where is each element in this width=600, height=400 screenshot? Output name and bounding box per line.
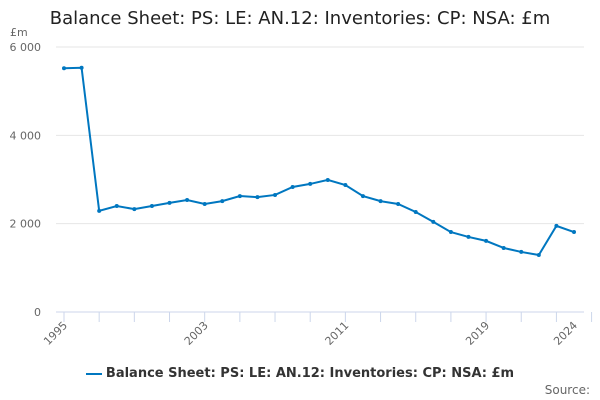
- legend-label: Balance Sheet: PS: LE: AN.12: Inventorie…: [105, 366, 515, 381]
- y-tick-label: 4 000: [10, 129, 42, 142]
- data-point: [149, 204, 154, 208]
- data-point: [413, 209, 418, 214]
- y-tick-label: 2 000: [10, 218, 42, 231]
- y-tick-label: 0: [34, 306, 41, 319]
- x-tick-label: 1995: [41, 319, 70, 348]
- data-point: [185, 198, 190, 203]
- data-point: [360, 194, 365, 199]
- data-point: [167, 200, 172, 205]
- data-point: [237, 194, 242, 199]
- x-tick-label: 2019: [463, 319, 492, 348]
- data-point: [343, 183, 348, 188]
- data-point: [202, 202, 207, 207]
- data-point: [62, 66, 66, 71]
- data-point: [325, 177, 330, 182]
- data-point: [572, 230, 576, 235]
- data-point: [273, 192, 278, 197]
- y-axis-label: £m: [10, 26, 28, 39]
- data-point: [220, 199, 225, 204]
- y-tick-label: 6 000: [10, 41, 42, 54]
- data-point: [255, 195, 260, 200]
- data-point: [396, 202, 401, 207]
- x-tick-label: 2011: [323, 319, 352, 348]
- x-tick-label: 2003: [182, 319, 211, 348]
- data-point: [132, 207, 137, 212]
- data-point: [484, 238, 489, 243]
- data-point: [501, 245, 506, 250]
- data-point: [290, 185, 295, 190]
- data-point: [97, 208, 102, 213]
- legend-swatch: [85, 372, 102, 375]
- source-label: Source:: [544, 383, 590, 397]
- data-point: [378, 199, 383, 204]
- series-line: [63, 66, 575, 257]
- data-point: [554, 223, 559, 228]
- data-point: [448, 230, 453, 235]
- data-point: [466, 234, 471, 239]
- data-point: [114, 204, 119, 208]
- chart-title: Balance Sheet: PS: LE: AN.12: Inventorie…: [49, 8, 551, 29]
- data-point: [536, 253, 541, 258]
- data-point: [79, 65, 84, 70]
- x-tick-label: 2024: [551, 319, 580, 348]
- data-point: [308, 181, 313, 186]
- legend-item[interactable]: Balance Sheet: PS: LE: AN.12: Inventorie…: [0, 366, 600, 381]
- data-point: [431, 219, 436, 224]
- data-point: [519, 249, 524, 254]
